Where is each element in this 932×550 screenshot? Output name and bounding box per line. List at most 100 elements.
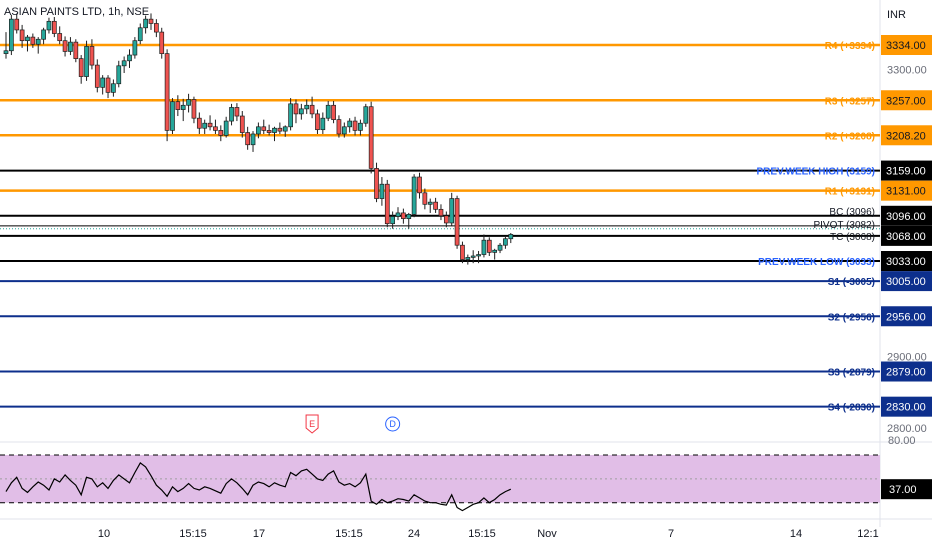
- candle[interactable]: [508, 234, 514, 240]
- candle[interactable]: [282, 126, 288, 132]
- candle[interactable]: [111, 83, 116, 93]
- candle[interactable]: [304, 104, 310, 110]
- candle[interactable]: [218, 130, 224, 136]
- candle[interactable]: [132, 40, 138, 56]
- candle[interactable]: [449, 198, 455, 224]
- candle[interactable]: [19, 29, 25, 42]
- candle[interactable]: [358, 122, 363, 131]
- candle[interactable]: [427, 201, 433, 205]
- candle[interactable]: [9, 18, 14, 52]
- candle[interactable]: [116, 65, 122, 85]
- candle[interactable]: [293, 103, 299, 115]
- candle[interactable]: [46, 20, 52, 31]
- candle[interactable]: [325, 104, 331, 119]
- candle[interactable]: [476, 254, 481, 257]
- candle[interactable]: [492, 249, 498, 253]
- candle[interactable]: [331, 104, 336, 120]
- candle[interactable]: [84, 46, 89, 77]
- candle[interactable]: [30, 36, 36, 45]
- candle[interactable]: [170, 101, 175, 131]
- candle[interactable]: [443, 215, 449, 224]
- candle[interactable]: [25, 36, 30, 42]
- candle[interactable]: [503, 238, 508, 246]
- candle[interactable]: [384, 183, 390, 225]
- candle[interactable]: [154, 23, 159, 33]
- candle[interactable]: [127, 54, 132, 62]
- candle[interactable]: [438, 208, 444, 217]
- candle[interactable]: [41, 29, 46, 40]
- candle[interactable]: [234, 107, 240, 117]
- candle[interactable]: [320, 117, 326, 131]
- candle[interactable]: [460, 244, 465, 260]
- candle[interactable]: [401, 212, 406, 220]
- candle[interactable]: [73, 41, 79, 59]
- candle[interactable]: [94, 64, 100, 88]
- candle[interactable]: [417, 176, 422, 194]
- symbol-title[interactable]: ASIAN PAINTS LTD, 1h, NSE: [4, 6, 150, 18]
- candle[interactable]: [497, 244, 503, 251]
- candle[interactable]: [245, 132, 250, 146]
- candle[interactable]: [309, 104, 315, 115]
- candle[interactable]: [374, 168, 379, 199]
- candle[interactable]: [148, 18, 154, 24]
- candle[interactable]: [315, 113, 320, 131]
- candle[interactable]: [229, 107, 234, 122]
- earnings-marker[interactable]: [305, 414, 319, 434]
- candle[interactable]: [368, 106, 374, 169]
- candle[interactable]: [336, 119, 342, 135]
- candle[interactable]: [159, 31, 165, 54]
- candle[interactable]: [266, 130, 272, 133]
- candle[interactable]: [470, 255, 476, 258]
- candle[interactable]: [433, 201, 438, 210]
- candle[interactable]: [363, 106, 369, 124]
- candle[interactable]: [486, 239, 492, 253]
- candle[interactable]: [261, 126, 267, 131]
- candle[interactable]: [14, 18, 20, 31]
- candle[interactable]: [57, 33, 63, 42]
- candle[interactable]: [202, 122, 208, 129]
- candle[interactable]: [3, 50, 9, 54]
- candle[interactable]: [78, 58, 84, 77]
- candle[interactable]: [191, 99, 197, 119]
- candle[interactable]: [465, 257, 471, 260]
- rsi-line[interactable]: [5, 462, 512, 512]
- candle[interactable]: [288, 103, 293, 128]
- candle[interactable]: [277, 127, 283, 132]
- candle[interactable]: [164, 53, 170, 131]
- candle[interactable]: [105, 77, 111, 93]
- candle[interactable]: [390, 216, 395, 225]
- candle[interactable]: [175, 101, 181, 110]
- candle[interactable]: [207, 122, 213, 128]
- candle[interactable]: [186, 99, 191, 106]
- candle[interactable]: [89, 46, 95, 66]
- candle[interactable]: [422, 192, 428, 205]
- dividend-marker[interactable]: [385, 416, 401, 432]
- candle[interactable]: [395, 212, 401, 217]
- candle[interactable]: [481, 239, 487, 255]
- candle[interactable]: [51, 20, 57, 34]
- candle[interactable]: [121, 60, 127, 67]
- candle[interactable]: [62, 40, 68, 52]
- candle[interactable]: [143, 18, 148, 29]
- candle[interactable]: [213, 126, 218, 131]
- candle[interactable]: [347, 120, 353, 128]
- candle[interactable]: [299, 108, 304, 115]
- candle[interactable]: [100, 77, 106, 88]
- candle[interactable]: [272, 127, 277, 133]
- candle[interactable]: [180, 104, 186, 110]
- candle[interactable]: [411, 176, 417, 215]
- candle[interactable]: [137, 27, 143, 42]
- candle[interactable]: [223, 120, 229, 136]
- candle[interactable]: [406, 214, 412, 220]
- candle[interactable]: [379, 183, 385, 199]
- candle[interactable]: [256, 126, 261, 135]
- candle[interactable]: [341, 126, 347, 135]
- candle[interactable]: [35, 38, 41, 45]
- candle[interactable]: [239, 115, 245, 133]
- candle[interactable]: [250, 133, 256, 146]
- candle[interactable]: [68, 41, 73, 52]
- candle[interactable]: [196, 117, 202, 129]
- candle[interactable]: [352, 120, 358, 131]
- candle[interactable]: [454, 198, 460, 246]
